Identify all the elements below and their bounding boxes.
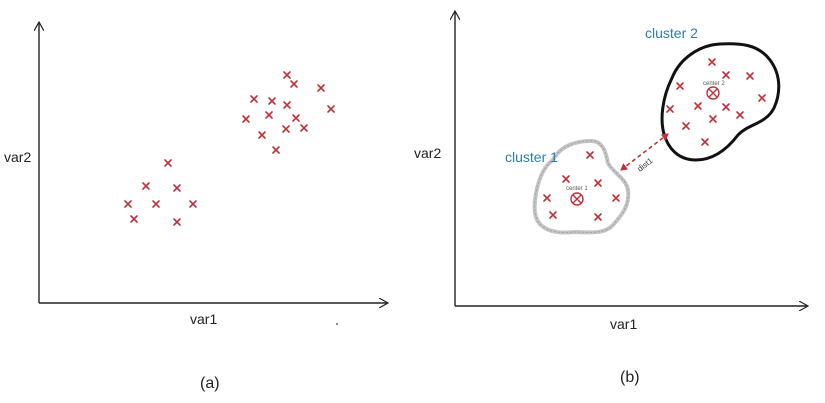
cluster-2-label: cluster 2 [645, 25, 698, 41]
x-mark-icon [694, 102, 702, 110]
x-mark-icon [300, 124, 308, 132]
panel-a: var2 var1 (a) [4, 23, 387, 392]
stray-dot [336, 323, 338, 325]
x-mark-icon [594, 179, 602, 187]
center-2-icon [706, 86, 720, 100]
points-a [124, 71, 335, 226]
x-mark-icon [283, 71, 291, 79]
cluster-1-label: cluster 1 [505, 149, 558, 165]
x-mark-icon [676, 82, 684, 90]
caption-b: (b) [620, 369, 640, 386]
x-axis-label-a: var1 [190, 311, 217, 327]
x-mark-icon [758, 94, 766, 102]
x-mark-icon [722, 103, 730, 111]
x-mark-icon [290, 80, 298, 88]
x-mark-icon [173, 184, 181, 192]
center-2-label: center 2 [703, 81, 725, 87]
x-mark-icon [268, 97, 276, 105]
x-mark-icon [666, 105, 674, 113]
center-1-icon [570, 192, 584, 206]
x-mark-icon [562, 175, 570, 183]
x-mark-icon [292, 114, 300, 122]
x-mark-icon [142, 182, 150, 190]
x-mark-icon [124, 200, 132, 208]
x-mark-icon [282, 125, 290, 133]
x-mark-icon [543, 194, 551, 202]
x-mark-icon [283, 101, 291, 109]
points-b [543, 58, 766, 221]
x-mark-icon [586, 151, 594, 159]
cluster-2-outline [660, 42, 781, 162]
distance-label: dist1 [636, 156, 655, 174]
x-mark-icon [746, 72, 754, 80]
y-axis-label-a: var2 [4, 149, 31, 165]
x-mark-icon [164, 159, 172, 167]
x-mark-icon [130, 215, 138, 223]
x-mark-icon [258, 131, 266, 139]
x-mark-icon [250, 95, 258, 103]
x-mark-icon [701, 138, 709, 146]
x-mark-icon [682, 122, 690, 130]
x-mark-icon [265, 111, 273, 119]
caption-a: (a) [200, 375, 220, 392]
cluster-1-outline-inner [534, 140, 629, 233]
y-axis-label-b: var2 [414, 145, 441, 161]
x-mark-icon [736, 111, 744, 119]
x-mark-icon [327, 105, 335, 113]
x-mark-icon [272, 146, 280, 154]
x-mark-icon [612, 194, 620, 202]
x-mark-icon [173, 218, 181, 226]
x-mark-icon [709, 115, 717, 123]
x-mark-icon [594, 213, 602, 221]
x-mark-icon [152, 200, 160, 208]
x-mark-icon [549, 211, 557, 219]
x-axis-label-b: var1 [610, 316, 637, 332]
distance-arrow [620, 133, 669, 171]
x-mark-icon [242, 115, 250, 123]
center-1-label: center 1 [566, 186, 588, 192]
x-mark-icon [189, 200, 197, 208]
panel-b: var2 var1 (b) cluster 1 cluster 2 dist1 … [414, 12, 807, 386]
x-mark-icon [722, 71, 730, 79]
x-mark-icon [708, 58, 716, 66]
x-mark-icon [317, 84, 325, 92]
